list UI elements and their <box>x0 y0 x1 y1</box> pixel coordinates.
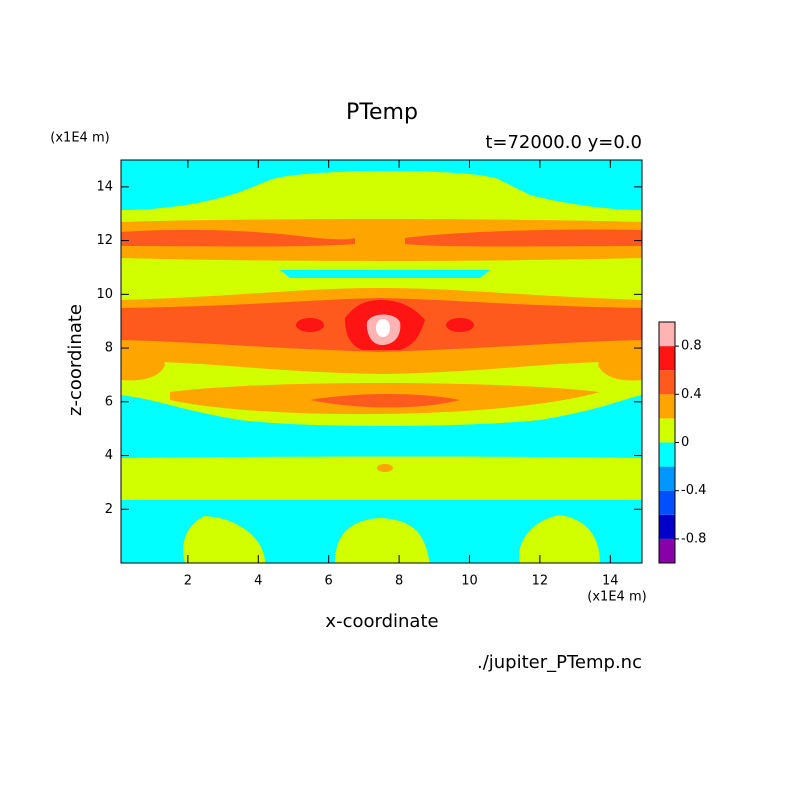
y-tick-label: 14 <box>96 179 113 194</box>
colorbar-tick-label: 0.8 <box>681 339 702 354</box>
colorbar-swatch <box>659 370 675 395</box>
colorbar-swatch <box>659 346 675 371</box>
colorbar-swatch <box>659 514 675 539</box>
colorbar-tick-label: 0 <box>681 435 689 450</box>
y-tick-label: 4 <box>105 448 113 463</box>
colorbar-swatch <box>659 538 675 563</box>
x-unit: (x1E4 m) <box>587 590 646 605</box>
y-tick-label: 2 <box>105 502 113 517</box>
colorbar-swatch <box>659 418 675 443</box>
contour-band <box>121 229 355 247</box>
contour-band <box>405 229 642 247</box>
chart-title: PTemp <box>346 100 418 125</box>
colorbar-swatch <box>659 322 675 347</box>
x-tick-label: 2 <box>184 574 192 589</box>
y-unit: (x1E4 m) <box>50 131 109 146</box>
y-tick-label: 8 <box>105 341 113 356</box>
chart-subtitle: t=72000.0 y=0.0 <box>485 132 642 153</box>
contour-band <box>280 270 490 278</box>
contour-band <box>121 336 165 381</box>
contour-band <box>598 336 642 381</box>
x-tick-label: 14 <box>602 574 619 589</box>
y-tick-label: 6 <box>105 394 113 409</box>
colorbar-swatch <box>659 394 675 419</box>
contour-band <box>296 318 324 332</box>
contour-band <box>121 219 642 261</box>
contour-band <box>121 500 642 563</box>
x-tick-label: 4 <box>254 574 262 589</box>
contour-over <box>376 319 390 337</box>
plot-frame <box>120 159 643 564</box>
colorbar-swatch <box>659 466 675 491</box>
contour-band <box>446 318 474 332</box>
y-tick-label: 10 <box>96 287 113 302</box>
colorbar-swatch <box>659 442 675 467</box>
x-axis-label: x-coordinate <box>325 611 438 632</box>
contour-band <box>310 394 460 408</box>
contour-field <box>121 160 642 563</box>
colorbar-swatch <box>659 490 675 515</box>
x-tick-label: 10 <box>461 574 478 589</box>
colorbar-tick-label: -0.4 <box>681 483 706 498</box>
x-tick-label: 8 <box>395 574 403 589</box>
y-axis-label: z-coordinate <box>65 304 86 416</box>
contour-band <box>121 160 642 210</box>
x-tick-label: 6 <box>325 574 333 589</box>
x-tick-label: 12 <box>532 574 549 589</box>
colorbar-tick-label: -0.8 <box>681 531 706 546</box>
contour-band <box>121 395 642 458</box>
y-tick-label: 12 <box>96 233 113 248</box>
colorbar-tick-label: 0.4 <box>681 387 702 402</box>
source-file: ./jupiter_PTemp.nc <box>477 652 642 673</box>
contour-band <box>377 464 393 472</box>
